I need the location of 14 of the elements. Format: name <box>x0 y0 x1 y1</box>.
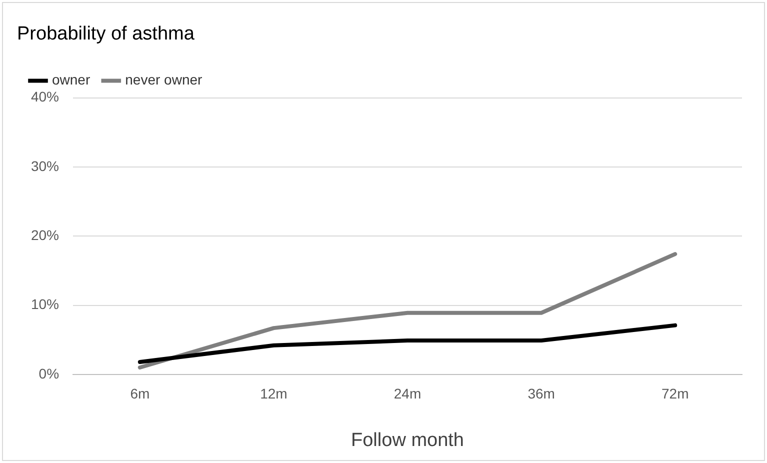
y-tick-label: 0% <box>38 365 60 382</box>
y-tick-label: 10% <box>30 296 60 312</box>
x-tick-label: 6m <box>130 386 150 402</box>
x-axis-title: Follow month <box>351 430 464 451</box>
x-tick-label: 36m <box>528 386 555 402</box>
legend-label: owner <box>52 72 90 88</box>
chart-title: Probability of asthma <box>17 24 195 45</box>
legend-label: never owner <box>125 72 203 88</box>
y-tick-label: 30% <box>30 158 60 174</box>
x-tick-label: 24m <box>394 386 422 402</box>
x-tick-label: 12m <box>260 386 288 402</box>
x-tick-label: 72m <box>661 386 689 402</box>
y-tick-label: 40% <box>30 88 60 105</box>
y-tick-label: 20% <box>30 226 60 243</box>
